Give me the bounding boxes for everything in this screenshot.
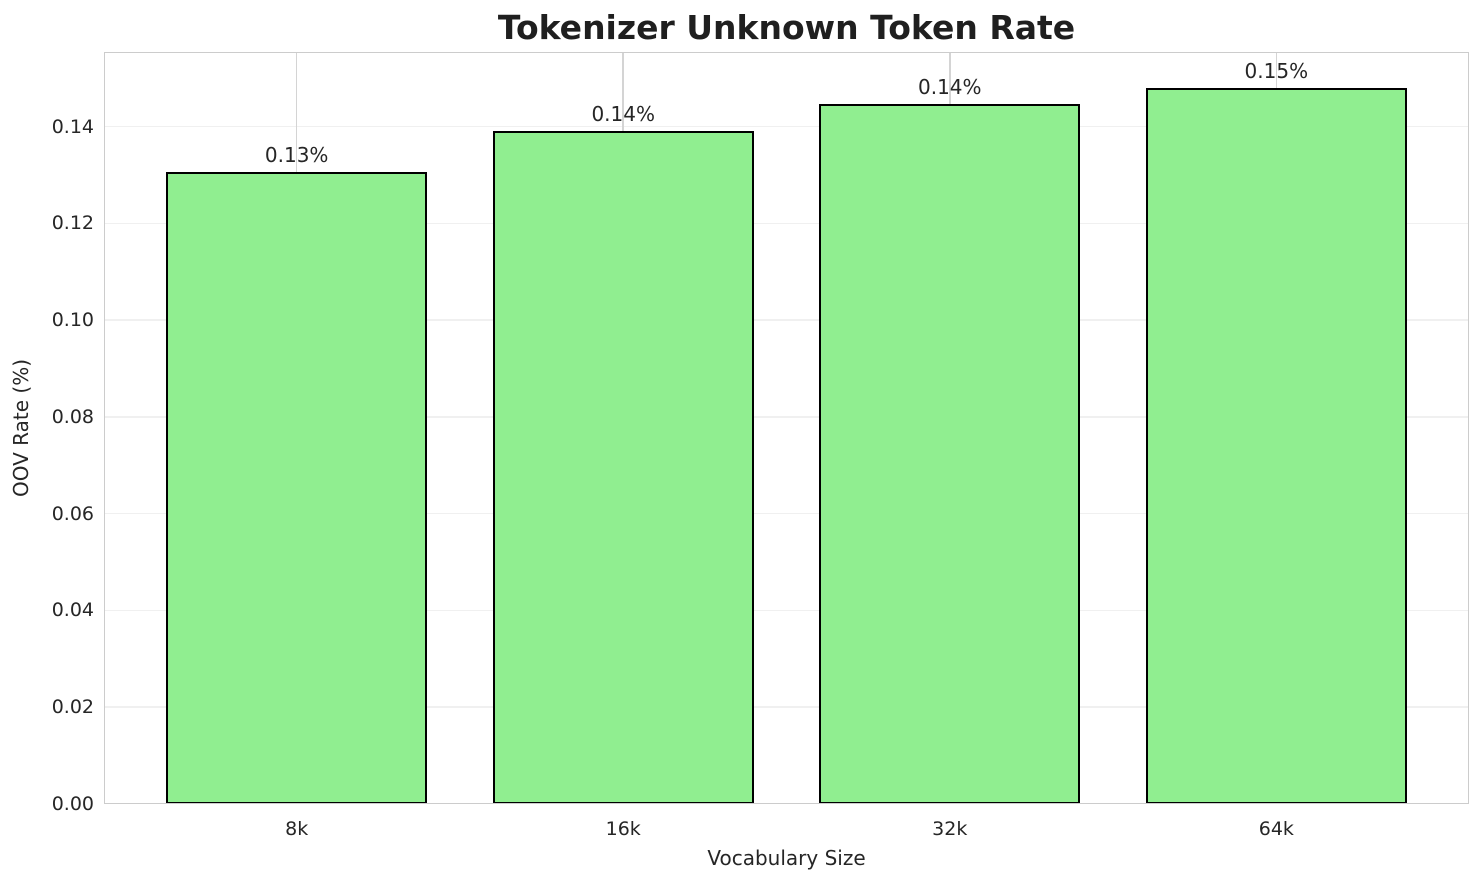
plot-area (104, 52, 1469, 804)
x-tick-label: 64k (1258, 818, 1294, 840)
y-tick-label: 0.10 (51, 309, 94, 332)
y-tick-label: 0.04 (51, 599, 94, 622)
y-tick-label: 0.12 (51, 212, 94, 235)
bar (492, 131, 754, 804)
y-tick-label: 0.02 (51, 696, 94, 719)
h-gridline (104, 125, 1469, 128)
y-tick-label: 0.08 (51, 405, 94, 428)
y-axis-title: OOV Rate (%) (9, 359, 33, 497)
x-tick-label: 16k (605, 818, 641, 840)
bar-value-label: 0.15% (1244, 58, 1309, 83)
h-gridline (104, 222, 1469, 225)
bar (166, 172, 428, 804)
h-gridline (104, 416, 1469, 418)
bar (819, 103, 1081, 804)
bar (1145, 87, 1407, 804)
y-tick-label: 0.14 (51, 115, 94, 138)
bar-value-label: 0.14% (917, 74, 982, 99)
h-gridline (104, 609, 1469, 612)
bar-value-label: 0.14% (591, 102, 655, 127)
y-tick-label: 0.00 (51, 793, 94, 815)
chart-title: Tokenizer Unknown Token Rate (497, 8, 1076, 47)
y-tick-label: 0.06 (51, 502, 94, 525)
bar-value-label: 0.13% (264, 143, 329, 168)
h-gridline (104, 512, 1469, 515)
x-axis-title: Vocabulary Size (707, 846, 866, 870)
h-gridline (104, 319, 1469, 321)
x-tick-label: 32k (932, 818, 968, 840)
h-gridline (104, 706, 1469, 708)
x-tick-label: 8k (285, 818, 309, 840)
